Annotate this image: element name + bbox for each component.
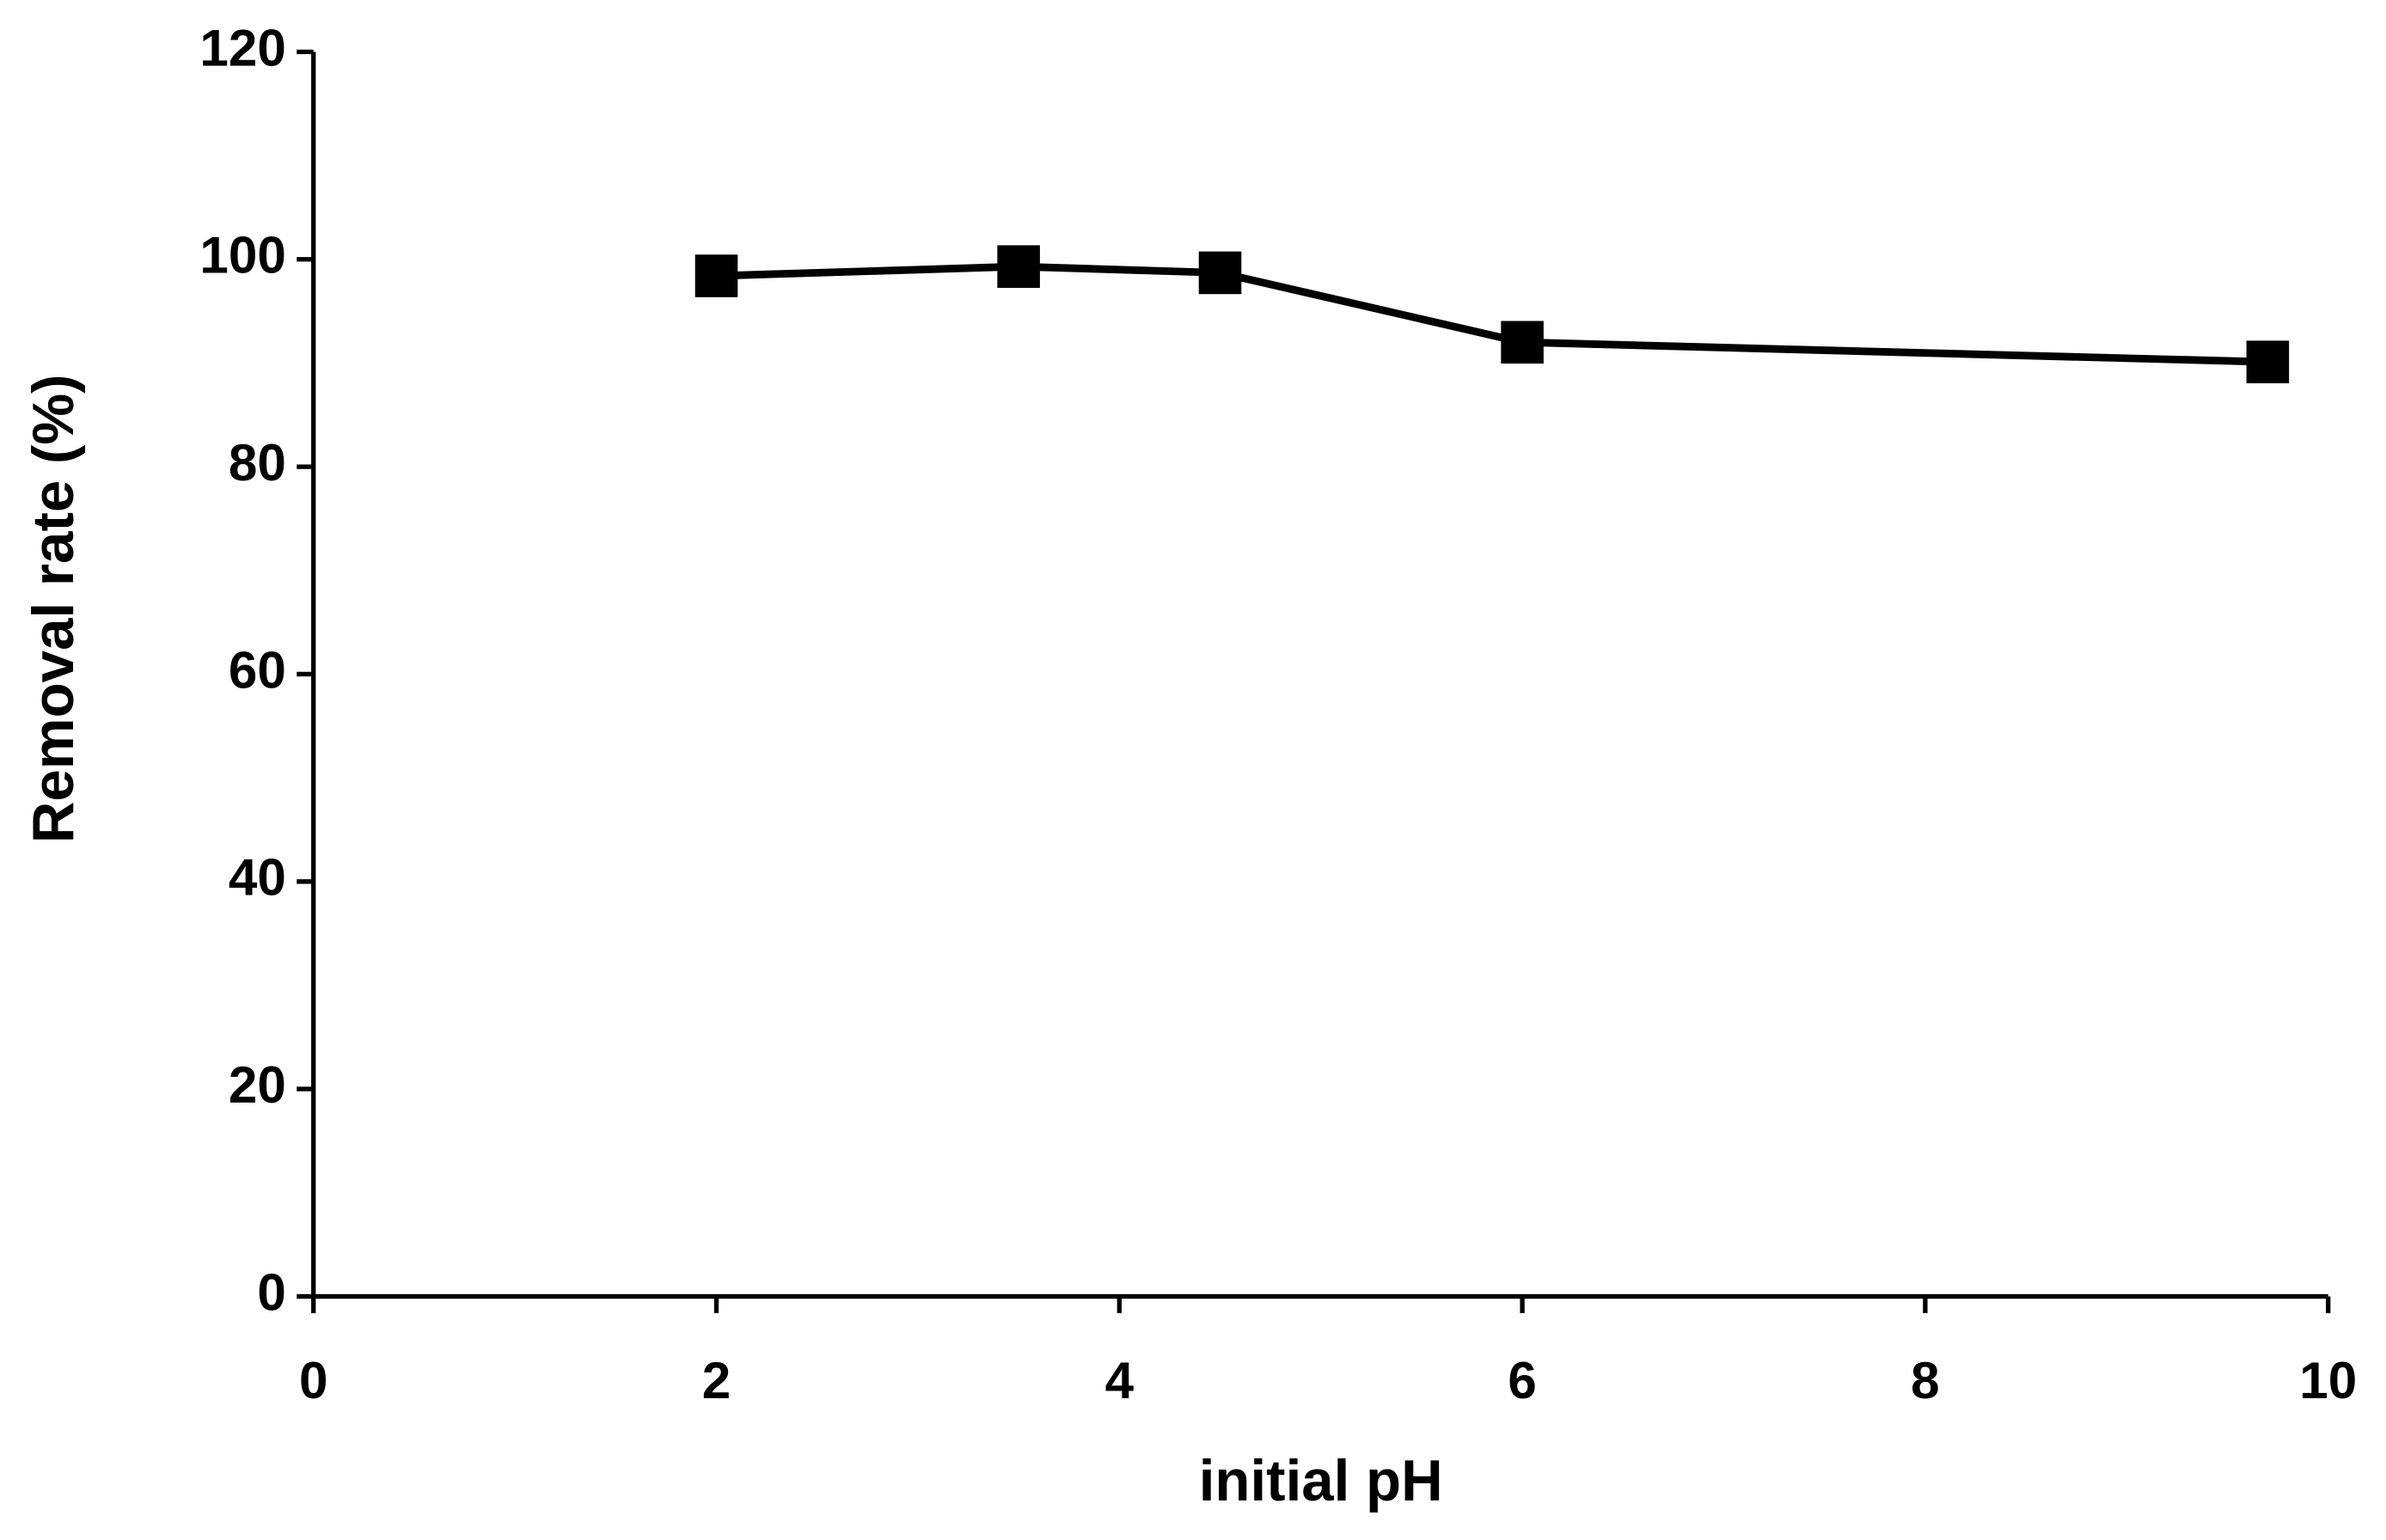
x-tick-label: 0: [299, 1352, 327, 1409]
x-axis-title: initial pH: [1199, 1449, 1443, 1513]
y-tick-label: 120: [199, 19, 285, 76]
x-tick-label: 8: [1911, 1352, 1939, 1409]
data-line: [716, 262, 2268, 366]
y-tick-label: 80: [229, 434, 286, 492]
x-tick-label: 10: [2299, 1352, 2357, 1409]
data-marker: [1198, 251, 1242, 295]
y-tick-label: 40: [229, 849, 286, 907]
x-tick-label: 4: [1105, 1352, 1135, 1409]
y-tick-label: 20: [229, 1056, 286, 1114]
y-tick-label: 0: [257, 1263, 285, 1321]
y-tick-label: 60: [229, 641, 286, 699]
data-marker: [694, 254, 738, 297]
data-marker: [2246, 340, 2290, 383]
data-marker: [1501, 321, 1544, 364]
x-tick-label: 2: [702, 1352, 731, 1409]
y-tick-label: 100: [199, 227, 285, 284]
y-axis-title: Removal rate (%): [21, 374, 86, 843]
x-tick-label: 6: [1508, 1352, 1536, 1409]
data-marker: [997, 245, 1040, 288]
